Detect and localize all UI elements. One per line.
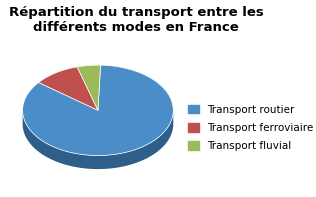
Text: Répartition du transport entre les
différents modes en France: Répartition du transport entre les diffé… [9, 6, 263, 34]
Polygon shape [23, 65, 173, 155]
Polygon shape [77, 65, 100, 110]
Legend: Transport routier, Transport ferroviaire, Transport fluvial: Transport routier, Transport ferroviaire… [188, 105, 313, 151]
Polygon shape [23, 112, 173, 169]
Polygon shape [39, 67, 98, 110]
